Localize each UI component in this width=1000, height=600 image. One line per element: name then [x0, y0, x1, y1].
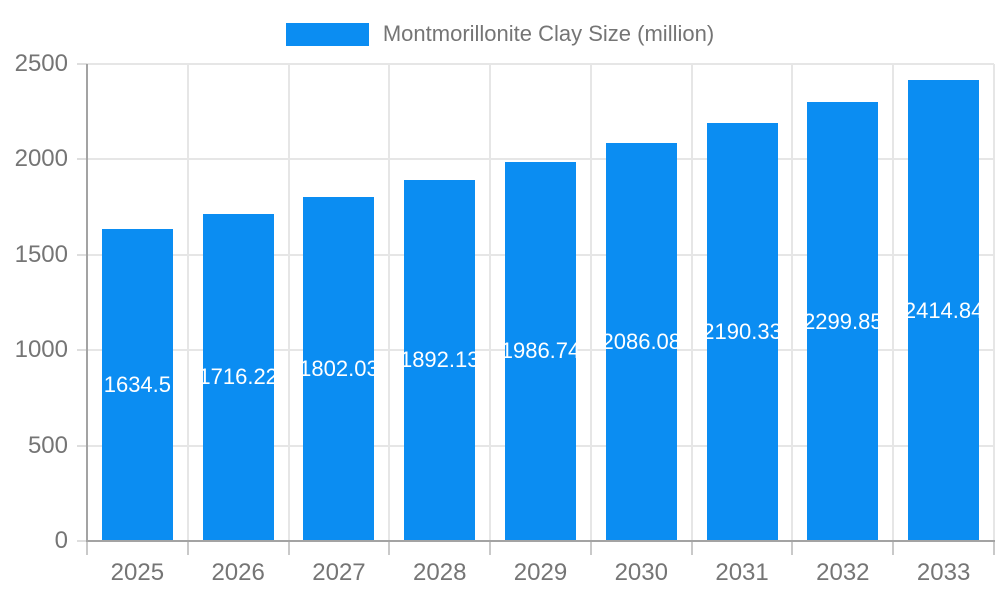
bar	[101, 229, 173, 541]
x-axis-tick	[791, 541, 794, 555]
x-gridline	[388, 64, 391, 541]
bar	[706, 123, 778, 541]
x-axis-tick	[287, 541, 290, 555]
y-axis-tick	[77, 540, 87, 542]
y-gridline	[87, 63, 994, 65]
x-gridline	[287, 64, 290, 541]
x-axis-tick	[589, 541, 592, 555]
x-tick-label: 2026	[211, 559, 265, 586]
bar-value-label: 2086.08	[601, 328, 682, 354]
bar-value-label: 1986.74	[500, 338, 581, 364]
x-tick-label: 2028	[413, 559, 467, 586]
bar	[202, 213, 274, 541]
x-tick-label: 2027	[312, 559, 366, 586]
x-tick-label: 2032	[816, 559, 870, 586]
x-gridline	[690, 64, 693, 541]
legend-swatch	[285, 22, 369, 46]
x-gridline	[489, 64, 492, 541]
x-axis-tick	[489, 541, 492, 555]
bar-value-label: 2190.33	[702, 319, 782, 345]
y-axis-tick	[77, 158, 87, 161]
x-axis-line	[86, 540, 995, 542]
bar-value-label: 2299.85	[803, 308, 883, 334]
x-axis-tick	[690, 541, 693, 555]
bar	[908, 80, 980, 541]
y-axis-tick	[77, 63, 87, 65]
y-tick-label: 2500	[14, 50, 68, 77]
y-tick-label: 500	[27, 431, 68, 459]
x-gridline	[993, 64, 995, 541]
x-axis-tick	[993, 541, 995, 555]
y-tick-label: 1000	[14, 336, 68, 364]
x-tick-label: 2029	[513, 559, 568, 586]
legend-label: Montmorillonite Clay Size (million)	[382, 21, 715, 46]
x-tick-label: 2025	[110, 559, 165, 586]
legend: Montmorillonite Clay Size (million)	[0, 21, 1000, 47]
x-gridline	[892, 64, 895, 541]
bar-value-label: 1802.03	[299, 356, 379, 382]
x-axis-tick	[186, 541, 189, 555]
bar-value-label: 1892.13	[399, 347, 480, 373]
y-gridline	[87, 158, 994, 161]
bar	[404, 179, 476, 541]
x-gridline	[791, 64, 794, 541]
bar	[807, 102, 879, 541]
x-tick-label: 2033	[916, 559, 971, 586]
y-tick-label: 0	[54, 527, 68, 554]
bar	[605, 142, 677, 541]
bar-value-label: 1634.5	[103, 372, 172, 398]
y-axis-line	[86, 64, 88, 541]
x-axis-tick	[892, 541, 895, 555]
x-gridline	[589, 64, 592, 541]
y-tick-label: 2000	[14, 145, 68, 173]
x-axis-tick	[86, 541, 88, 555]
x-axis-tick	[388, 541, 391, 555]
x-tick-label: 2030	[614, 559, 668, 586]
bar-value-label: 1716.22	[198, 364, 278, 390]
x-gridline	[186, 64, 189, 541]
bar-value-label: 2414.84	[903, 297, 984, 323]
y-tick-label: 1500	[14, 240, 68, 268]
bar	[303, 197, 375, 541]
bar	[505, 161, 576, 541]
x-tick-label: 2031	[715, 559, 769, 586]
y-axis-tick	[77, 349, 87, 352]
y-axis-tick	[77, 253, 87, 256]
y-axis-tick	[77, 444, 87, 447]
